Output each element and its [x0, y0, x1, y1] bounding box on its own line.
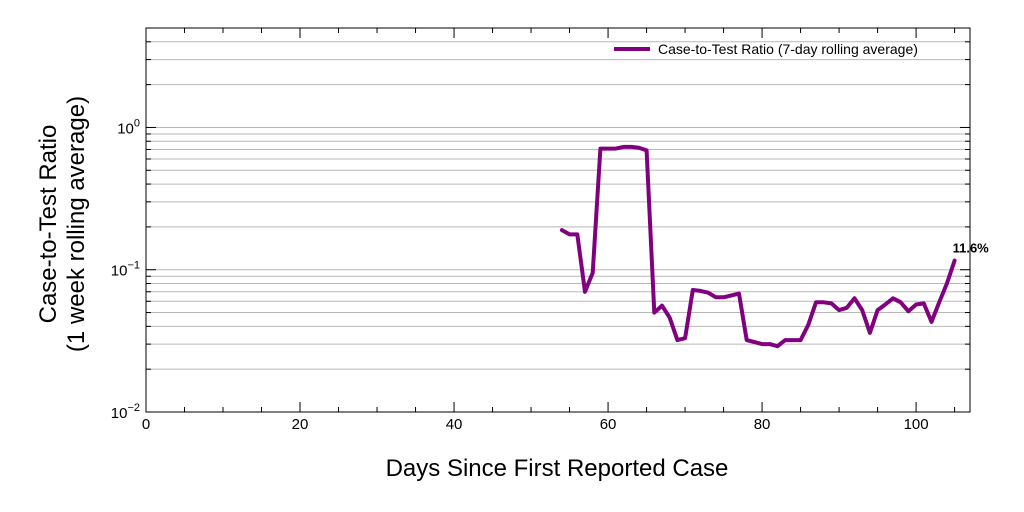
series-layer: [559, 144, 957, 349]
y-tick-label: 10−2: [111, 402, 140, 422]
x-tick-label: 40: [446, 416, 463, 433]
x-tick-label: 20: [292, 416, 309, 433]
last-value-annotation: 11.6%: [953, 241, 990, 256]
y-axis-title-line1: Case-to-Test Ratio: [35, 125, 62, 324]
axis-ticks: [145, 28, 970, 412]
y-tick-label: 100: [117, 117, 140, 137]
x-axis-title: Days Since First Reported Case: [386, 455, 729, 482]
x-tick-label: 60: [600, 416, 617, 433]
series-line: [559, 144, 957, 349]
plot-frame: [145, 27, 971, 413]
x-tick-label: 100: [904, 416, 929, 433]
x-tick-label: 0: [142, 416, 150, 433]
y-tick-label: 10−1: [111, 260, 140, 280]
x-tick-label: 80: [754, 416, 771, 433]
legend-label: Case-to-Test Ratio (7-day rolling averag…: [658, 41, 918, 57]
y-axis-title-line2: (1 week rolling average): [63, 96, 90, 352]
tick-labels: 10−2 10−1 100 0 20 40 60 80 100: [111, 117, 929, 433]
y-axis-title: Case-to-Test Ratio (1 week rolling avera…: [35, 96, 90, 352]
legend: Case-to-Test Ratio (7-day rolling averag…: [614, 41, 918, 57]
grid-lines: [146, 41, 970, 370]
